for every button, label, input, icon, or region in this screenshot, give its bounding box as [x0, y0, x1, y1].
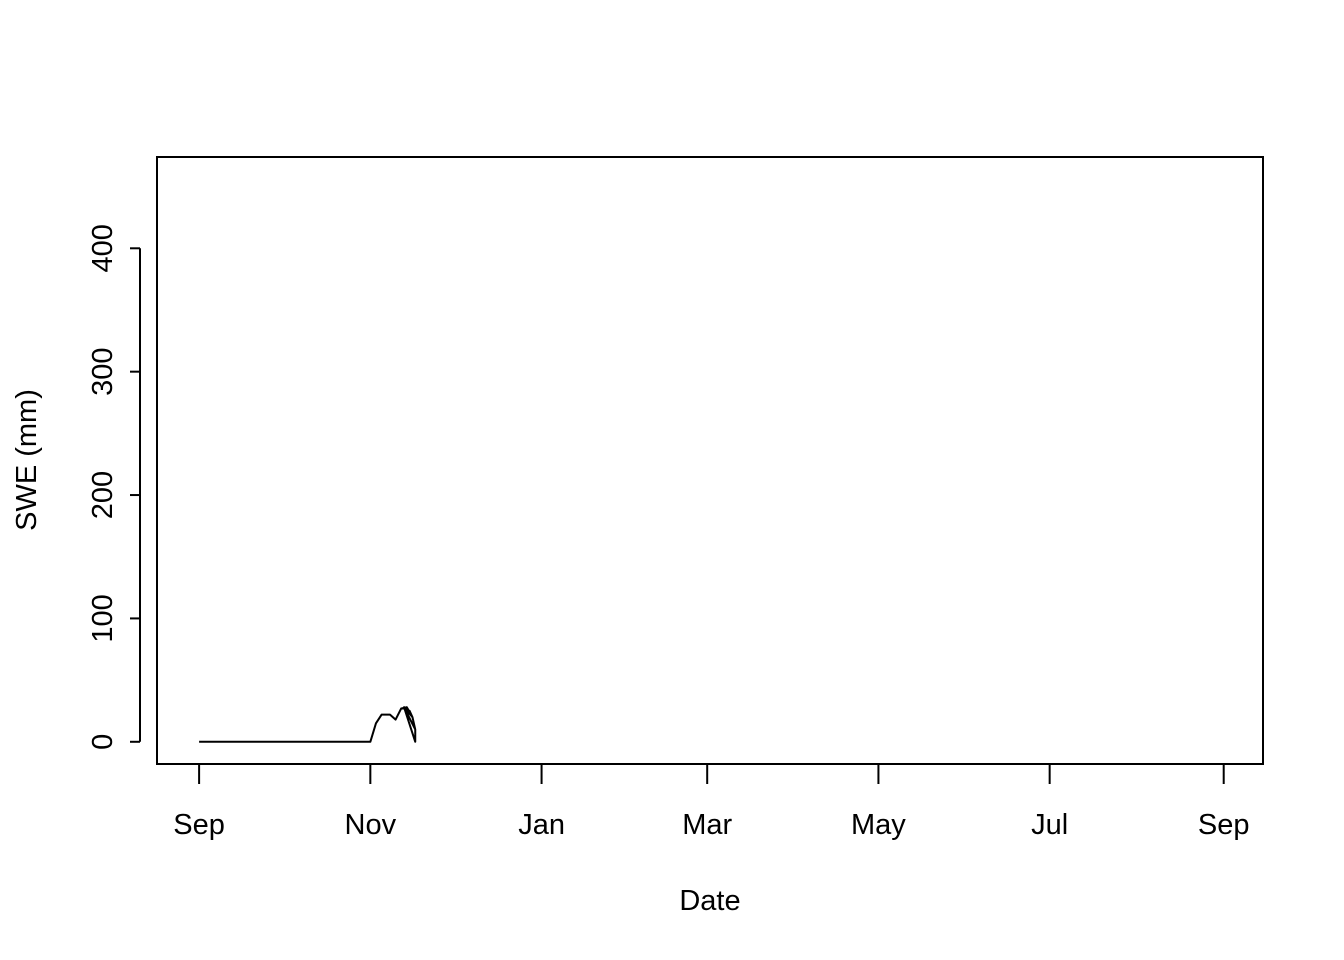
y-tick-label: 100	[87, 594, 119, 642]
y-tick-label: 300	[87, 347, 119, 395]
x-tick-label: Jan	[518, 809, 565, 841]
plot-frame	[156, 156, 1264, 765]
y-axis-title: SWE (mm)	[11, 389, 43, 531]
y-tick-label: 400	[87, 224, 119, 272]
x-tick-label: Jul	[1031, 809, 1068, 841]
x-axis-title: Date	[679, 885, 740, 917]
y-tick-label: 0	[87, 734, 119, 750]
x-tick-label: Sep	[173, 809, 225, 841]
y-tick-label: 200	[87, 471, 119, 519]
x-tick-label: Sep	[1198, 809, 1250, 841]
y-axis: 0 100 200 300 400	[87, 224, 141, 750]
x-tick-label: Mar	[682, 809, 732, 841]
swe-series-line	[199, 706, 417, 743]
x-axis: Sep Nov Jan Mar May Jul Sep	[173, 764, 1250, 841]
x-tick-label: Nov	[345, 809, 397, 841]
x-tick-label: May	[851, 809, 906, 841]
